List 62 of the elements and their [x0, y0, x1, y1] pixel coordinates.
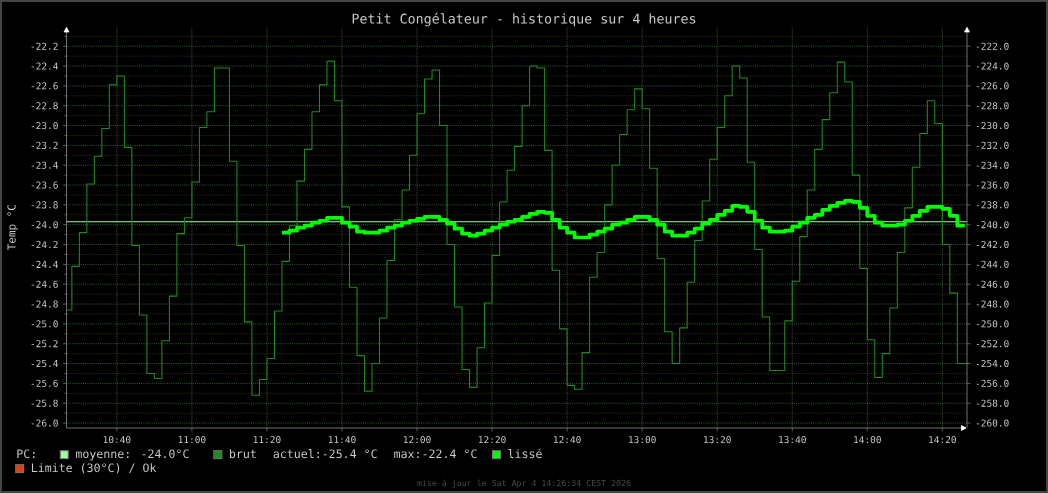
- text: actuel:-25.4 °C: [273, 449, 377, 459]
- y2-tick-label: -234.0: [976, 161, 1009, 169]
- y2-tick-label: -252.0: [976, 340, 1009, 348]
- y-tick-label: -25.8: [31, 399, 58, 407]
- x-tick-label: 10:40: [103, 436, 131, 444]
- y2-tick-label: -256.0: [976, 379, 1009, 387]
- y-tick-label: -24.2: [31, 241, 58, 249]
- y2-tick-label: -230.0: [976, 121, 1009, 130]
- chart-title: Petit Congélateur - historique sur 4 heures: [352, 12, 696, 27]
- y2-tick-label: -224.0: [976, 62, 1009, 70]
- y2-tick-label: -222.0: [976, 42, 1009, 50]
- y-axis-title: Temp °C: [7, 205, 18, 250]
- y-tick-label: -26.0: [31, 419, 58, 427]
- y-tick-label: -22.2: [31, 42, 58, 50]
- y-tick-label: -22.4: [31, 62, 59, 70]
- y2-tick-label: -260.0: [976, 419, 1009, 427]
- x-tick-label: 13:40: [779, 436, 806, 444]
- y2-tick-label: -240.0: [976, 221, 1009, 229]
- legend-label: moyenne: -24.0°C: [75, 449, 189, 461]
- y2-tick-label: -232.0: [976, 141, 1009, 149]
- x-tick-label: 11:40: [328, 436, 356, 444]
- y2-tick-label: -238.0: [976, 201, 1009, 209]
- y-tick-label: -24.8: [31, 300, 58, 308]
- y-tick-label: -24.4: [31, 260, 59, 268]
- x-tick-label: 13:20: [704, 436, 731, 444]
- y-tick-label: -24.0: [31, 221, 58, 229]
- y-tick-label: -25.2: [31, 340, 58, 348]
- y2-tick-label: -228.0: [976, 102, 1009, 110]
- y-tick-label: -25.0: [31, 320, 58, 328]
- y-tick-label: -23.8: [31, 201, 58, 209]
- y2-tick-label: -236.0: [976, 181, 1009, 189]
- y-tick-label: -22.6: [31, 82, 58, 90]
- x-tick-label: 12:20: [478, 436, 506, 444]
- y-tick-label: -23.4: [31, 161, 59, 169]
- legend-label: lissé: [508, 448, 542, 459]
- y2-tick-label: -246.0: [976, 280, 1009, 288]
- y2-tick-label: -248.0: [976, 300, 1009, 308]
- x-tick-label: 11:20: [253, 436, 281, 444]
- y2-tick-label: -258.0: [976, 399, 1009, 407]
- x-tick-label: 12:00: [403, 436, 431, 444]
- legend-label: brut: [229, 449, 256, 459]
- x-tick-label: 12:40: [554, 436, 581, 444]
- x-tick-label: 13:00: [629, 436, 656, 444]
- x-tick-label: 11:00: [178, 436, 206, 444]
- y-tick-label: -23.2: [31, 141, 58, 149]
- text: max:-22.4 °C: [394, 449, 477, 459]
- y-tick-label: -25.4: [31, 359, 59, 368]
- legend-label: Limite (30°C) / Ok: [31, 463, 157, 474]
- y2-tick-label: -242.0: [976, 240, 1009, 249]
- y2-tick-label: -244.0: [976, 260, 1009, 268]
- y2-tick-label: -250.0: [976, 320, 1009, 328]
- x-tick-label: 14:00: [854, 436, 881, 444]
- y-tick-label: -25.6: [31, 379, 58, 387]
- y-tick-label: -23.6: [31, 181, 58, 189]
- x-tick-label: 14:20: [929, 436, 956, 444]
- y-tick-label: -22.8: [31, 102, 58, 110]
- text: mise à jour le Sat Apr 4 14:26:34 CEST 2026: [417, 479, 631, 488]
- y-tick-label: -23.0: [31, 121, 58, 130]
- y2-tick-label: -254.0: [976, 359, 1009, 368]
- legend-title: PC:: [17, 449, 35, 459]
- y-tick-label: -24.6: [31, 280, 58, 288]
- y2-tick-label: -226.0: [976, 82, 1009, 90]
